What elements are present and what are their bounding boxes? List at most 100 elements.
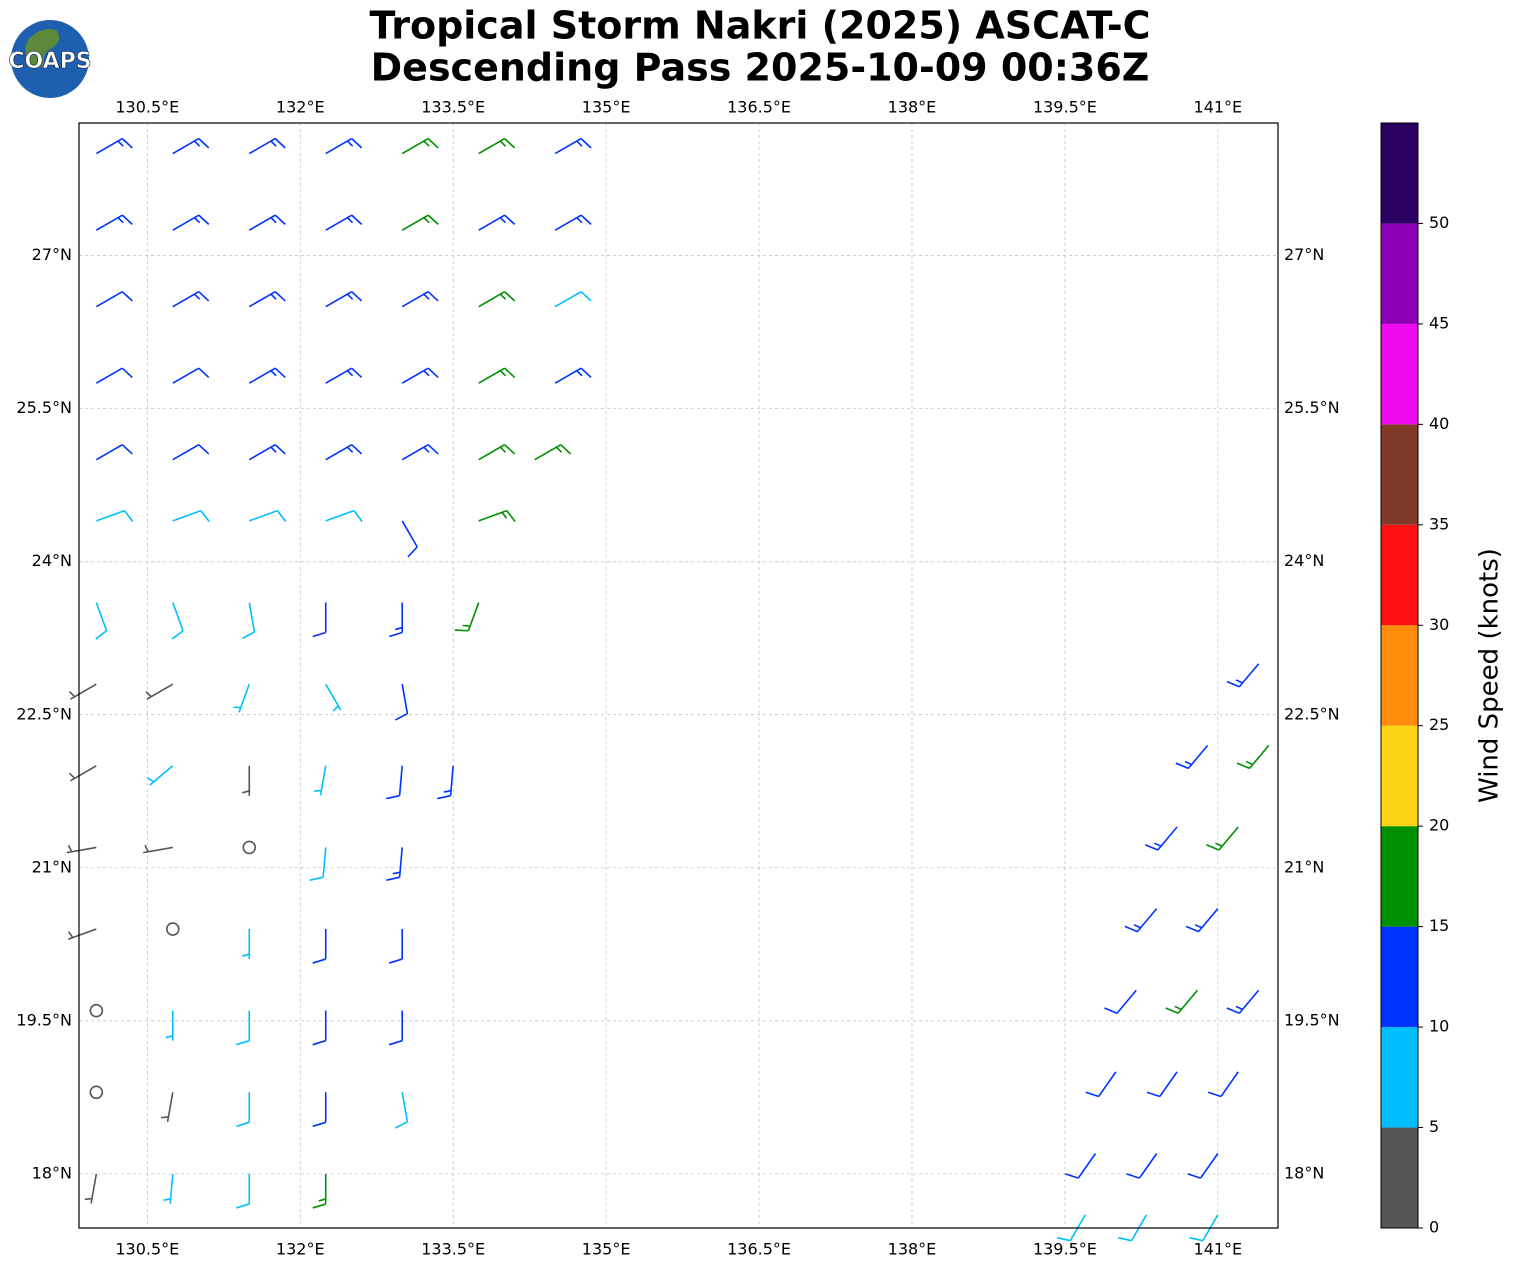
- wind-barb: [554, 367, 592, 384]
- lon-tick-label: 136.5°E: [727, 98, 791, 117]
- colorbar-tick-label: 25: [1429, 715, 1449, 734]
- lon-tick-label: 132°E: [276, 98, 325, 117]
- wind-barb: [248, 290, 286, 308]
- lon-tick-label: 130.5°E: [115, 98, 179, 117]
- wind-barb: [478, 444, 516, 461]
- subtitle: Descending Pass 2025-10-09 00:36Z: [371, 46, 1150, 90]
- colorbar-tick-label: 45: [1429, 313, 1449, 332]
- wind-barb: [325, 214, 363, 231]
- wind-barb: [325, 367, 363, 384]
- title: Tropical Storm Nakri (2025) ASCAT-C: [369, 4, 1150, 48]
- wind-barb: [145, 683, 174, 700]
- lat-tick-label: 21°N: [1284, 857, 1324, 876]
- colorbar-tick-label: 10: [1429, 1017, 1449, 1036]
- wind-barb: [1236, 744, 1270, 770]
- wind-barb: [242, 765, 251, 796]
- wind-barb: [143, 844, 173, 854]
- wind-barb: [95, 290, 133, 308]
- wind-barb: [388, 929, 403, 964]
- wind-barb: [1124, 908, 1158, 933]
- lon-tick-label: 139.5°E: [1033, 1240, 1097, 1259]
- wind-barb: [401, 520, 418, 558]
- wind-barb: [1144, 826, 1178, 851]
- lat-tick-label: 22.5°N: [16, 704, 72, 723]
- colorbar-bin: [1381, 826, 1418, 927]
- colorbar-bin: [1381, 323, 1418, 425]
- lat-tick-label: 24°N: [32, 551, 72, 570]
- wind-barb: [172, 444, 210, 461]
- wind-barb: [1104, 989, 1137, 1014]
- wind-barb: [1165, 989, 1199, 1014]
- lat-tick-label: 19.5°N: [1284, 1010, 1340, 1029]
- wind-barb: [534, 444, 572, 461]
- wind-barb: [325, 509, 363, 522]
- wind-barb: [172, 290, 210, 308]
- wind-barb: [236, 1173, 251, 1209]
- colorbar-tick-label: 35: [1429, 514, 1449, 533]
- map-frame: [79, 123, 1278, 1228]
- wind-barb: [67, 928, 97, 941]
- wind-barb: [236, 1010, 251, 1046]
- wind-barb: [394, 684, 409, 721]
- lat-tick-label: 25.5°N: [1284, 398, 1340, 417]
- colorbar-bin: [1381, 524, 1418, 626]
- wind-barb: [1187, 1153, 1219, 1179]
- lon-tick-label: 141°E: [1194, 1240, 1243, 1259]
- colorbar-tick-label: 50: [1429, 213, 1449, 232]
- wind-barb: [312, 1010, 327, 1046]
- wind-barb: [478, 367, 516, 384]
- wind-barb: [248, 509, 287, 522]
- colorbar-bin: [1381, 424, 1418, 525]
- wind-barb: [172, 214, 210, 231]
- colorbar-tick-label: 15: [1429, 916, 1449, 935]
- wind-barb: [248, 137, 286, 155]
- wind-barb: [1226, 989, 1260, 1014]
- wind-barb: [401, 214, 439, 231]
- lon-tick-label: 135°E: [582, 1240, 631, 1259]
- wind-barb: [66, 844, 97, 854]
- wind-barb: [1175, 744, 1209, 770]
- wind-barb: [1085, 1071, 1117, 1098]
- wind-barb: [478, 509, 516, 522]
- wind-barb: [325, 290, 363, 308]
- calm-circle: [89, 1003, 104, 1018]
- wind-barb: [325, 444, 363, 461]
- wind-barb: [437, 765, 454, 800]
- wind-barb: [161, 1092, 174, 1122]
- lat-tick-label: 27°N: [1284, 245, 1324, 264]
- colorbar-bin: [1381, 725, 1418, 827]
- wind-barb: [401, 290, 439, 308]
- lat-tick-label: 18°N: [32, 1163, 72, 1182]
- lat-tick-label: 22.5°N: [1284, 704, 1340, 723]
- calm-circle: [165, 922, 180, 936]
- logo-text: COAPS: [8, 49, 91, 74]
- wind-barb: [388, 1010, 403, 1046]
- colorbar-bin: [1381, 926, 1418, 1028]
- colorbar-tick-label: 5: [1429, 1117, 1439, 1136]
- lon-tick-label: 141°E: [1194, 98, 1243, 117]
- wind-barb: [242, 602, 256, 640]
- lat-tick-label: 25.5°N: [16, 398, 72, 417]
- wind-barb: [171, 602, 184, 640]
- wind-barb: [95, 444, 133, 461]
- wind-barb: [401, 137, 439, 155]
- colorbar-bin: [1381, 123, 1418, 224]
- wind-barb: [554, 137, 592, 155]
- colorbar-tick-label: 0: [1429, 1218, 1439, 1237]
- wind-barb: [386, 847, 403, 881]
- lat-tick-label: 27°N: [32, 245, 72, 264]
- wind-barb: [172, 137, 210, 155]
- wind-barb: [242, 929, 251, 960]
- wind-barb: [1185, 908, 1219, 933]
- wind-barb: [172, 509, 210, 522]
- wind-barb: [401, 444, 439, 461]
- colorbar-bin: [1381, 1127, 1418, 1228]
- colorbar-tick-label: 30: [1429, 615, 1449, 634]
- calm-circle: [89, 1085, 104, 1100]
- wind-barb: [248, 214, 286, 231]
- lon-tick-label: 130.5°E: [115, 1240, 179, 1259]
- wind-barb: [309, 847, 327, 881]
- wind-barb: [1065, 1153, 1097, 1179]
- wind-barb: [312, 1092, 327, 1128]
